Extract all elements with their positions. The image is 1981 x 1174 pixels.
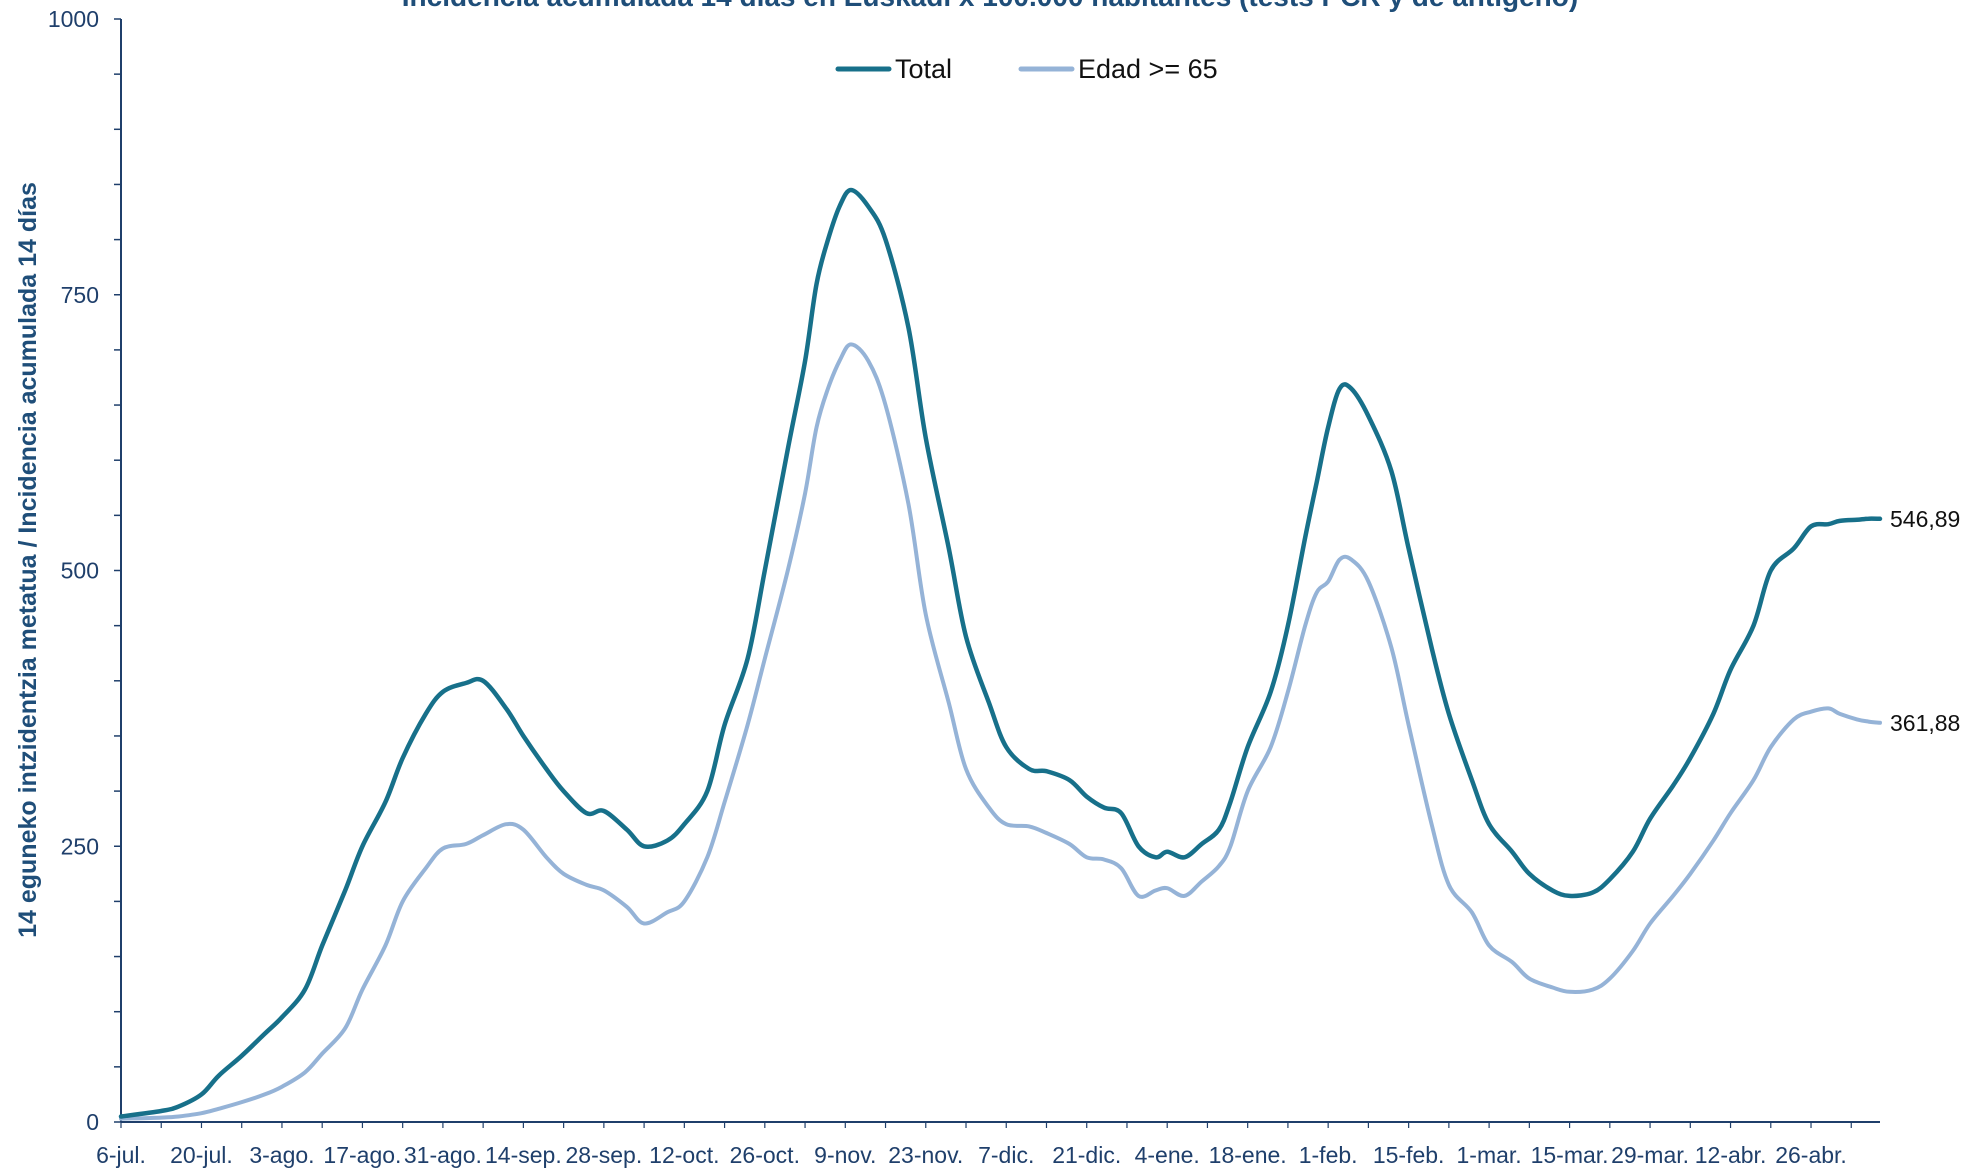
- series-line-total: [118, 187, 1883, 1119]
- x-tick-label: 15-feb.: [1373, 1142, 1445, 1168]
- x-tick-label: 15-mar.: [1531, 1142, 1609, 1168]
- x-tick-label: 12-oct.: [649, 1142, 719, 1168]
- end-labels: 546,89 361,88: [1890, 506, 1960, 736]
- y-axis-label: 14 eguneko intzidentzia metatua / Incide…: [14, 182, 42, 938]
- x-tick-label: 20-jul.: [170, 1142, 233, 1168]
- end-label-total: 546,89: [1890, 506, 1960, 532]
- x-tick-label: 26-abr.: [1775, 1142, 1847, 1168]
- x-tick-label: 3-ago.: [249, 1142, 314, 1168]
- x-tick-label: 23-nov.: [888, 1142, 963, 1168]
- y-tick-label: 250: [61, 833, 99, 859]
- axes: [120, 19, 1880, 1123]
- chart-title: Incidencia acumulada 14 días en Euskadi …: [402, 0, 1578, 12]
- x-tick-label: 1-feb.: [1299, 1142, 1358, 1168]
- x-tick-label: 9-nov.: [814, 1142, 876, 1168]
- x-tick-label: 29-mar.: [1611, 1142, 1689, 1168]
- x-tick-label: 18-ene.: [1209, 1142, 1287, 1168]
- series-group: [118, 187, 1883, 1121]
- x-ticks: 6-jul. 20-jul. 3-ago. 17-ago. 31-ago. 14-sep.…: [96, 1122, 1852, 1168]
- y-tick-label: 750: [61, 282, 99, 308]
- y-tick-label: 500: [61, 558, 99, 584]
- x-tick-label: 31-ago.: [404, 1142, 482, 1168]
- x-tick-label: 1-mar.: [1457, 1142, 1522, 1168]
- y-tick-label: 0: [86, 1109, 99, 1135]
- x-tick-label: 7-dic.: [978, 1142, 1034, 1168]
- x-tick-label: 6-jul.: [96, 1142, 146, 1168]
- x-tick-label: 26-oct.: [730, 1142, 800, 1168]
- legend-label-total: Total: [895, 54, 952, 84]
- y-ticks: 0 250 500 750 1000: [48, 6, 121, 1135]
- x-tick-label: 4-ene.: [1135, 1142, 1200, 1168]
- end-label-edad-65: 361,88: [1890, 710, 1960, 736]
- x-tick-label: 17-ago.: [323, 1142, 401, 1168]
- x-tick-label: 12-abr.: [1695, 1142, 1767, 1168]
- series-line-edad-65: [119, 342, 1882, 1121]
- x-tick-label: 21-dic.: [1052, 1142, 1121, 1168]
- x-tick-label: 28-sep.: [566, 1142, 643, 1168]
- legend-label-edad-65: Edad >= 65: [1078, 54, 1218, 84]
- x-tick-label: 14-sep.: [485, 1142, 562, 1168]
- y-tick-label: 1000: [48, 6, 99, 32]
- legend: Total Edad >= 65: [835, 54, 1218, 84]
